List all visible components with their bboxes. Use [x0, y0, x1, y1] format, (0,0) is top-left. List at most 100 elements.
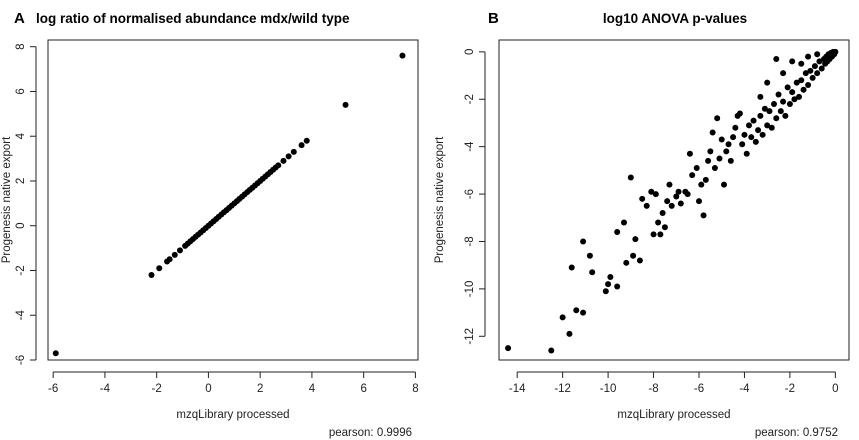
data-point — [814, 51, 821, 58]
x-tick-label: -4 — [739, 383, 750, 395]
data-point — [156, 265, 163, 272]
data-point — [623, 259, 630, 266]
data-point — [675, 188, 682, 195]
data-point — [580, 309, 587, 316]
x-tick-label: 6 — [360, 383, 366, 395]
data-point — [805, 82, 812, 89]
data-point — [290, 148, 297, 155]
panel-a-x-axis: -6 -4 -2 0 2 4 6 8 — [48, 371, 419, 395]
data-point — [52, 350, 59, 357]
y-tick-label: -8 — [464, 236, 476, 246]
x-tick-label: -6 — [48, 383, 58, 395]
panel-b-title: log10 ANOVA p-values — [603, 11, 747, 26]
x-tick-label: -6 — [694, 383, 704, 395]
x-tick-label: 8 — [412, 383, 418, 395]
data-point — [709, 129, 716, 136]
panel-a-y-axis: -6 -4 -2 0 2 4 6 8 — [15, 44, 37, 365]
panel-a: A log ratio of normalised abundance mdx/… — [1, 10, 419, 439]
data-point — [655, 219, 662, 226]
data-point — [727, 157, 734, 164]
data-point — [342, 101, 349, 108]
data-point — [176, 247, 183, 254]
data-point — [716, 155, 723, 162]
data-point — [621, 219, 627, 226]
data-point — [791, 96, 798, 103]
data-point — [711, 165, 718, 171]
data-point — [607, 274, 614, 281]
data-point — [605, 281, 612, 288]
data-point — [741, 131, 748, 138]
data-point — [643, 202, 650, 209]
data-point — [566, 330, 573, 337]
data-point — [725, 141, 732, 148]
x-tick-label: -4 — [100, 383, 111, 395]
data-point — [784, 84, 791, 91]
data-point — [559, 314, 566, 321]
data-point — [303, 137, 310, 144]
x-tick-label: 0 — [832, 383, 838, 395]
y-tick-label: 4 — [15, 132, 27, 139]
data-point — [755, 127, 762, 134]
data-point — [639, 195, 646, 202]
data-point — [707, 148, 714, 155]
panel-b: B log10 ANOVA p-values -14 -12 -10 -8 -6 -4 -2… — [434, 10, 850, 439]
panel-a-title: log ratio of normalised abundance mdx/wi… — [36, 11, 350, 26]
data-point — [586, 252, 593, 259]
data-point — [589, 269, 596, 276]
data-point — [673, 193, 680, 200]
data-point — [777, 108, 784, 115]
y-tick-label: -4 — [464, 141, 476, 152]
data-point — [759, 131, 766, 138]
data-point — [696, 198, 702, 205]
panel-b-y-axis: -12 -10 -8 -6 -4 -2 0 — [464, 49, 486, 345]
data-point — [732, 124, 739, 131]
data-point — [632, 236, 639, 243]
data-point — [771, 101, 777, 107]
data-point — [702, 176, 709, 183]
data-point — [739, 141, 746, 148]
data-point — [686, 150, 693, 157]
data-point — [652, 191, 659, 198]
panel-b-pearson: pearson: 0.9752 — [755, 427, 838, 439]
panel-b-x-label: mzqLibrary processed — [617, 409, 730, 421]
data-point — [811, 63, 818, 70]
data-point — [818, 65, 825, 72]
x-tick-label: 4 — [309, 383, 316, 395]
data-point — [657, 231, 664, 238]
y-tick-label: 6 — [15, 88, 27, 94]
data-point — [298, 142, 305, 149]
data-point — [714, 115, 721, 122]
data-point — [718, 136, 725, 143]
data-point — [814, 70, 821, 77]
y-tick-label: -2 — [464, 94, 476, 104]
data-point — [793, 79, 800, 86]
x-tick-label: 2 — [257, 383, 263, 395]
data-point — [614, 283, 621, 290]
data-point — [782, 112, 789, 119]
data-point — [505, 345, 512, 352]
data-point — [768, 124, 775, 131]
y-tick-label: 2 — [15, 178, 27, 184]
panel-b-y-label: Progenesis native export — [434, 136, 446, 263]
data-point — [664, 198, 671, 205]
data-point — [775, 91, 782, 98]
data-point — [752, 138, 759, 145]
data-point — [677, 200, 684, 207]
data-point — [684, 191, 691, 198]
data-point — [798, 77, 805, 84]
data-point — [750, 117, 757, 124]
data-point — [689, 172, 696, 179]
data-point — [789, 58, 796, 65]
data-point — [764, 122, 771, 129]
x-tick-label: -12 — [554, 383, 571, 395]
y-tick-label: -4 — [15, 310, 27, 321]
data-point — [773, 115, 780, 122]
data-point — [800, 86, 807, 93]
data-point — [580, 238, 587, 245]
data-point — [832, 48, 839, 55]
data-point — [666, 181, 673, 188]
data-point — [573, 307, 580, 314]
x-tick-label: -8 — [648, 383, 658, 395]
data-point — [602, 288, 609, 295]
